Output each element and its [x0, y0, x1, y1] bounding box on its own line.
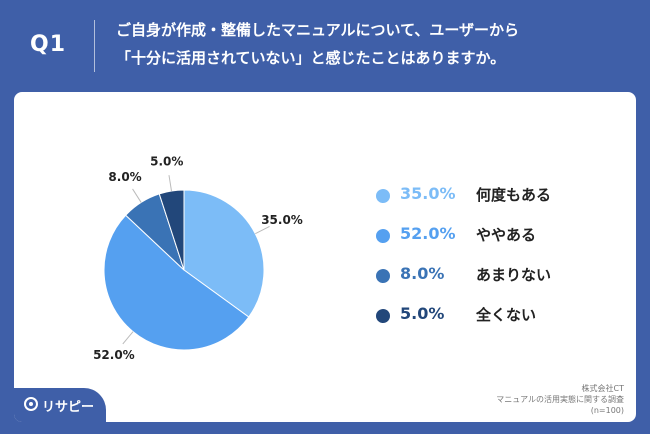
pie-leader-line-1 [255, 225, 270, 235]
header-divider [94, 20, 95, 72]
logo-text: リサピー [42, 400, 95, 415]
legend-label: 全くない [476, 306, 537, 324]
legend-percent: 8.0% [400, 264, 445, 283]
legend-label: あまりない [476, 266, 552, 284]
pie-leader-line-4 [168, 175, 172, 192]
pie-slice-1 [183, 189, 265, 318]
legend-label: ややある [476, 226, 537, 244]
source-survey: マニュアルの活用実態に関する調査 [496, 395, 624, 404]
legend-percent: 35.0% [400, 184, 456, 203]
question-text: ご自身が作成・整備したマニュアルについて、ユーザーから 「十分に活用されていない… [116, 16, 636, 72]
question-line-2: 「十分に活用されていない」と感じたことはありますか。 [116, 49, 506, 67]
pie-data-label-3: 8.0% [108, 170, 141, 184]
pie-data-label-2: 52.0% [93, 348, 135, 362]
legend-swatch [376, 189, 390, 203]
pie-chart: 35.0% 52.0% 8.0% 5.0% [93, 154, 303, 362]
legend-swatch [376, 229, 390, 243]
pie-leader-line-2 [122, 331, 134, 345]
question-number: Q1 [30, 32, 67, 57]
legend-swatch [376, 309, 390, 323]
source-company: 株式会社CT [581, 384, 624, 393]
source-sample-size: (n=100) [590, 406, 624, 415]
chart-card: 35.0% 52.0% 8.0% 5.0% 35.0% 何度もある 52.0% ややあ… [14, 92, 636, 422]
question-line-1: ご自身が作成・整備したマニュアルについて、ユーザーから [116, 21, 520, 39]
legend-swatch [376, 269, 390, 283]
legend-label: 何度もある [476, 186, 552, 204]
source-note: 株式会社CT マニュアルの活用実態に関する調査 (n=100) [496, 383, 624, 416]
pie-data-label-4: 5.0% [150, 154, 183, 168]
ricepy-logo-icon [24, 397, 38, 411]
logo: リサピー [14, 388, 106, 422]
legend-percent: 52.0% [400, 224, 456, 243]
legend-percent: 5.0% [400, 304, 445, 323]
header: Q1 ご自身が作成・整備したマニュアルについて、ユーザーから 「十分に活用されて… [0, 0, 650, 92]
pie-leader-line-3 [132, 188, 142, 203]
pie-data-label-1: 35.0% [261, 213, 303, 227]
